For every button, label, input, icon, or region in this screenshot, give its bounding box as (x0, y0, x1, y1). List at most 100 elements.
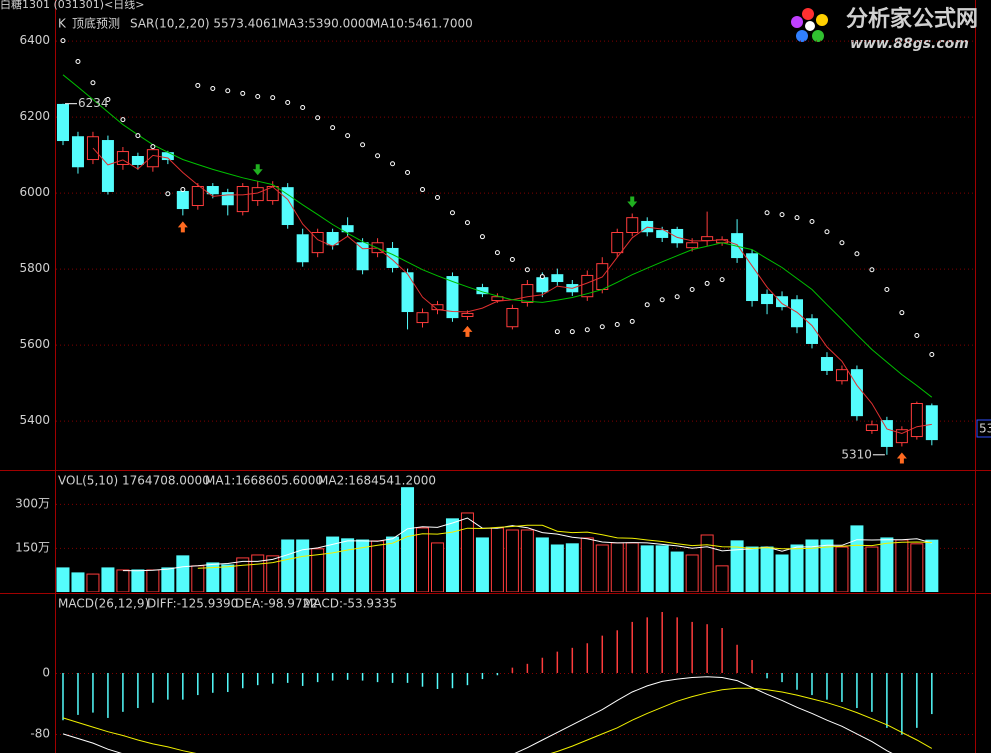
sar-dot (524, 267, 530, 273)
sar-dot (794, 215, 800, 221)
volume-bar (880, 537, 894, 592)
sar-dot (105, 97, 111, 102)
sar-dot (629, 318, 635, 324)
legend-entry: 顶底预测 (72, 16, 120, 31)
volume-bar (790, 544, 804, 592)
volume-bar (221, 564, 235, 592)
sar-dot (809, 218, 815, 224)
buy-arrow (896, 452, 907, 464)
y-tick-label: 6200 (19, 109, 50, 123)
sar-dot (914, 332, 920, 338)
sar-dot (584, 327, 590, 333)
legend-entry: VOL(5,10) 1764708.0000 (58, 474, 210, 488)
candle-body (71, 136, 84, 168)
candle-body (731, 233, 744, 259)
sar-dot (779, 212, 785, 218)
candle-body (296, 234, 309, 263)
volume-bar (296, 539, 310, 592)
sar-dot (360, 142, 366, 148)
candle-body (191, 186, 204, 207)
volume-bar (490, 527, 504, 592)
candle-body (86, 136, 99, 161)
volume-bar (386, 536, 400, 592)
candle-body (820, 357, 833, 371)
candle-body (341, 225, 354, 233)
volume-bar (505, 529, 519, 592)
sar-dot (674, 294, 680, 300)
sar-dot (554, 329, 560, 335)
line-series (122, 517, 932, 572)
legend-entry: MACD(26,12,9) (58, 597, 149, 611)
candle-body (506, 308, 519, 328)
sar-dot (929, 351, 935, 357)
candle-body (431, 304, 444, 311)
volume-bar (730, 540, 744, 592)
sar-dot (494, 250, 500, 256)
candle-body (326, 232, 339, 246)
sell-arrow (627, 196, 638, 208)
sar-dot (285, 100, 291, 106)
volume-bar (266, 555, 280, 592)
candle-body (416, 312, 429, 324)
volume-bar (760, 546, 774, 592)
logo-petal (816, 14, 828, 26)
logo-petal (812, 30, 824, 42)
candle-body (865, 424, 878, 431)
volume-bar (191, 565, 205, 592)
candle-body (101, 140, 114, 192)
candle-body (626, 217, 639, 233)
volume-bar (625, 542, 639, 592)
volume-bar (281, 539, 295, 592)
y-tick-label: -80 (30, 726, 50, 740)
price-badge-box (976, 419, 991, 438)
sell-arrow (252, 164, 263, 176)
sar-dot (854, 251, 860, 257)
sar-dot (210, 85, 216, 91)
sar-dot (764, 210, 770, 216)
volume-bar (565, 543, 579, 592)
candle-body (221, 192, 234, 206)
volume-bar (895, 539, 909, 592)
volume-bar (401, 487, 415, 592)
sar-dot (839, 240, 845, 246)
sar-dot (345, 133, 351, 139)
candle-body (925, 405, 938, 441)
annotation: 6234 (78, 96, 109, 110)
legend-entry: K (58, 17, 67, 31)
volume-bar (131, 569, 145, 592)
sar-dot (330, 125, 336, 131)
sar-dot (899, 310, 905, 316)
buy-arrow (177, 221, 188, 233)
line-series (62, 676, 893, 753)
chart-title: 白糖1301 (031301)<日线> (0, 0, 145, 11)
sar-dot (719, 277, 725, 283)
logo-url: www.88gs.com (850, 36, 969, 52)
volume-bar (670, 551, 684, 592)
logo-petal (791, 16, 803, 28)
sar-dot (689, 287, 695, 292)
candle-body (236, 186, 249, 213)
sar-dot (884, 287, 890, 292)
candle-body (701, 236, 714, 241)
volume-bar (835, 546, 849, 592)
candle-body (581, 274, 594, 298)
candle-body (791, 299, 804, 328)
sar-dot (420, 187, 426, 193)
sar-dot (300, 104, 306, 110)
candle-body (401, 272, 414, 313)
volume-bar (715, 565, 729, 592)
volume-bar (910, 543, 924, 592)
volume-bar (460, 512, 474, 592)
sar-dot (135, 133, 141, 139)
volume-bar (775, 554, 789, 592)
volume-bar (146, 569, 160, 592)
sar-dot (225, 88, 231, 94)
sar-dot (120, 117, 126, 123)
sar-dot (509, 256, 515, 262)
sar-dot (75, 59, 81, 64)
sar-dot (704, 280, 710, 286)
candle-body (551, 274, 564, 283)
candle-body (146, 149, 159, 168)
candle-body (671, 228, 684, 244)
sar-dot (614, 321, 620, 327)
